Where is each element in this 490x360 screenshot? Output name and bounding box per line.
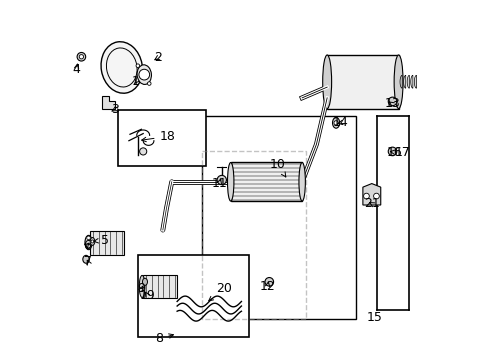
Polygon shape <box>407 75 409 88</box>
Ellipse shape <box>299 162 305 201</box>
Text: 5: 5 <box>94 234 109 247</box>
Circle shape <box>217 175 226 185</box>
Circle shape <box>364 193 369 199</box>
Circle shape <box>334 121 338 125</box>
Text: 8: 8 <box>155 333 173 346</box>
Text: 2: 2 <box>155 51 163 64</box>
Ellipse shape <box>139 275 145 297</box>
Bar <box>327 55 398 109</box>
Circle shape <box>147 82 151 85</box>
Text: 16: 16 <box>387 146 402 159</box>
Bar <box>202 116 356 319</box>
Polygon shape <box>415 75 416 88</box>
Ellipse shape <box>137 65 151 85</box>
Text: 6: 6 <box>83 239 91 252</box>
Text: 19: 19 <box>139 288 155 302</box>
Ellipse shape <box>333 117 340 128</box>
Circle shape <box>87 244 90 248</box>
Text: 21: 21 <box>364 197 380 211</box>
Polygon shape <box>400 75 402 88</box>
Text: 10: 10 <box>270 158 286 177</box>
Text: 11: 11 <box>211 177 227 190</box>
Circle shape <box>79 55 83 59</box>
Polygon shape <box>404 75 406 88</box>
Polygon shape <box>102 96 115 109</box>
Text: 1: 1 <box>132 75 140 88</box>
Text: 9: 9 <box>138 283 146 296</box>
Circle shape <box>140 148 147 155</box>
Ellipse shape <box>143 278 147 285</box>
Ellipse shape <box>394 55 403 109</box>
Circle shape <box>136 64 140 67</box>
Bar <box>138 255 248 337</box>
Ellipse shape <box>227 162 234 201</box>
Circle shape <box>373 193 379 199</box>
Circle shape <box>91 240 94 243</box>
Circle shape <box>77 53 86 61</box>
Ellipse shape <box>83 255 89 263</box>
Circle shape <box>265 278 273 286</box>
Circle shape <box>139 69 149 80</box>
Ellipse shape <box>85 235 92 249</box>
Text: 13: 13 <box>384 98 400 111</box>
Ellipse shape <box>90 238 95 246</box>
Ellipse shape <box>101 42 143 93</box>
Text: 4: 4 <box>73 63 80 76</box>
Circle shape <box>388 97 397 106</box>
Text: 14: 14 <box>333 116 348 129</box>
Text: 15: 15 <box>367 311 382 324</box>
Bar <box>143 275 177 298</box>
Text: 12: 12 <box>260 280 275 293</box>
Text: 18: 18 <box>142 130 175 143</box>
Bar <box>231 162 302 202</box>
Text: 7: 7 <box>84 255 92 268</box>
Text: 17: 17 <box>395 146 411 159</box>
Circle shape <box>388 147 397 156</box>
Bar <box>90 231 123 255</box>
Text: 3: 3 <box>111 103 119 116</box>
Bar <box>118 111 206 166</box>
Polygon shape <box>411 75 413 88</box>
Text: 20: 20 <box>209 282 232 301</box>
Ellipse shape <box>323 55 332 109</box>
Polygon shape <box>363 184 381 205</box>
Circle shape <box>87 236 90 240</box>
